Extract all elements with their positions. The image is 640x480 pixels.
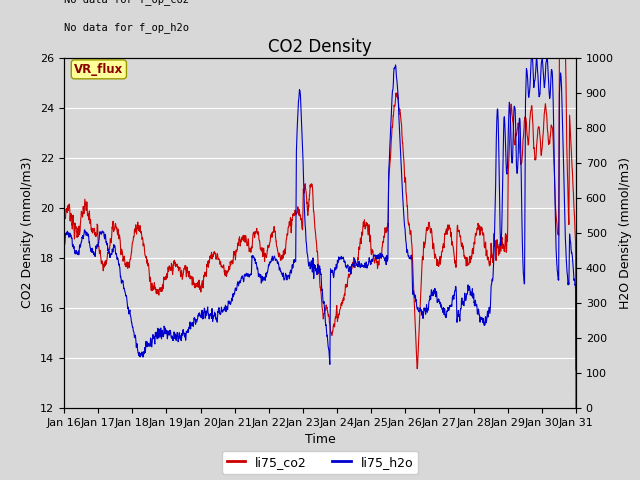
Title: CO2 Density: CO2 Density [268, 38, 372, 56]
Y-axis label: H2O Density (mmol/m3): H2O Density (mmol/m3) [620, 157, 632, 309]
Text: VR_flux: VR_flux [74, 63, 124, 76]
X-axis label: Time: Time [305, 433, 335, 446]
Y-axis label: CO2 Density (mmol/m3): CO2 Density (mmol/m3) [22, 157, 35, 309]
Text: No data for f_op_h2o: No data for f_op_h2o [64, 23, 189, 34]
Legend: li75_co2, li75_h2o: li75_co2, li75_h2o [221, 451, 419, 474]
Text: No data for f_op_co2: No data for f_op_co2 [64, 0, 189, 5]
